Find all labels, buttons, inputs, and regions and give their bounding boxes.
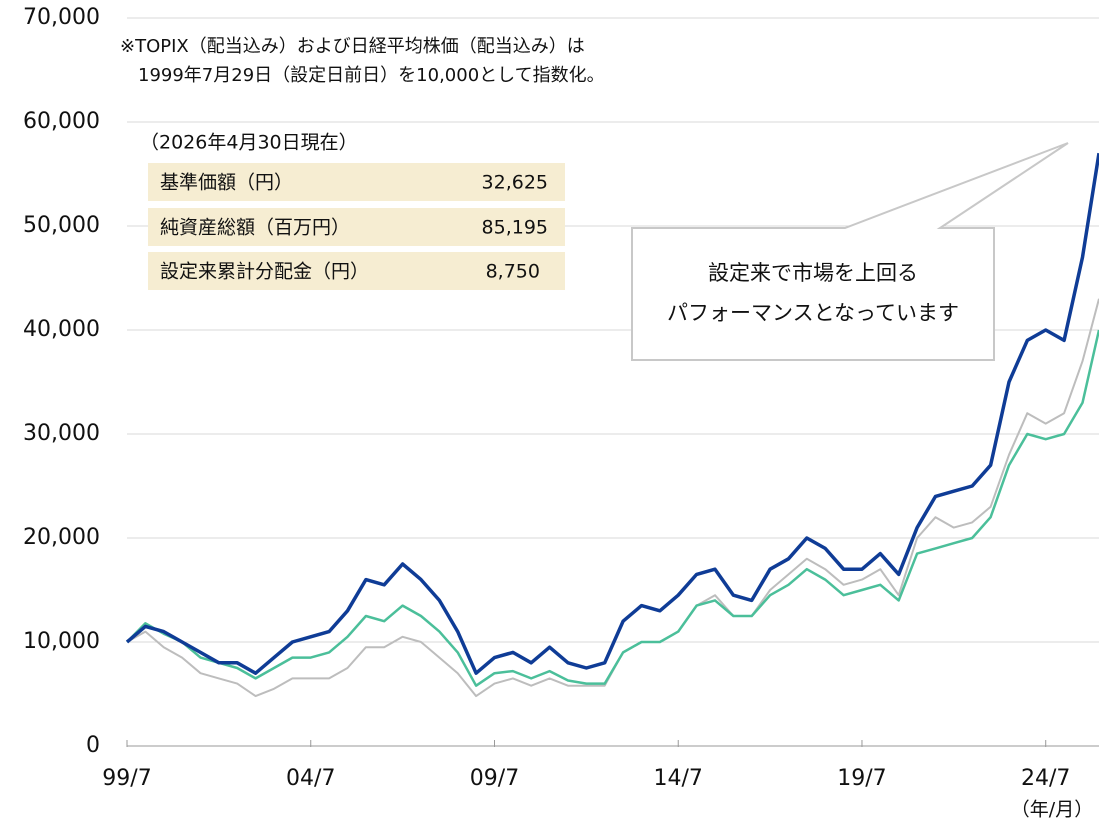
series-line <box>126 329 1099 687</box>
y-tick-label: 0 <box>86 733 100 758</box>
y-tick-label: 10,000 <box>23 629 100 654</box>
note: 1999年7月29日（設定日前日）を10,000として指数化。 <box>138 65 605 86</box>
x-tick-label: 99/7 <box>102 766 151 791</box>
table-value: 32,625 <box>482 172 548 194</box>
y-tick-label: 20,000 <box>23 525 100 550</box>
table-row <box>148 163 565 201</box>
y-tick-label: 60,000 <box>23 109 100 134</box>
x-tick-label: 14/7 <box>654 766 703 791</box>
table-label: 基準価額（円） <box>160 172 293 194</box>
x-axis-label: （年/月） <box>1011 799 1093 821</box>
x-tick-label: 04/7 <box>286 766 335 791</box>
table-row <box>148 208 565 246</box>
table-label: 純資産総額（百万円） <box>160 217 350 239</box>
x-tick-label: 24/7 <box>1021 766 1070 791</box>
table-value: 85,195 <box>482 217 548 239</box>
table-header: （2026年4月30日現在） <box>140 132 358 154</box>
x-tick-label: 19/7 <box>837 766 886 791</box>
y-tick-label: 40,000 <box>23 317 100 342</box>
table-label: 設定来累計分配金（円） <box>160 261 369 283</box>
series-line <box>125 152 1099 675</box>
note: ※TOPIX（配当込み）および日経平均株価（配当込み）は <box>120 36 585 57</box>
y-tick-label: 70,000 <box>23 5 100 30</box>
annotation: パフォーマンスとなっています <box>667 301 959 325</box>
grid <box>126 17 1099 747</box>
callout <box>631 142 1069 361</box>
annotation: 設定来で市場を上回る <box>708 261 918 285</box>
lines <box>125 152 1099 698</box>
y-tick-label: 50,000 <box>23 213 100 238</box>
table-value: 8,750 <box>486 261 540 283</box>
x-tick-label: 09/7 <box>470 766 519 791</box>
y-tick-label: 30,000 <box>23 421 100 446</box>
table-row <box>148 252 565 290</box>
